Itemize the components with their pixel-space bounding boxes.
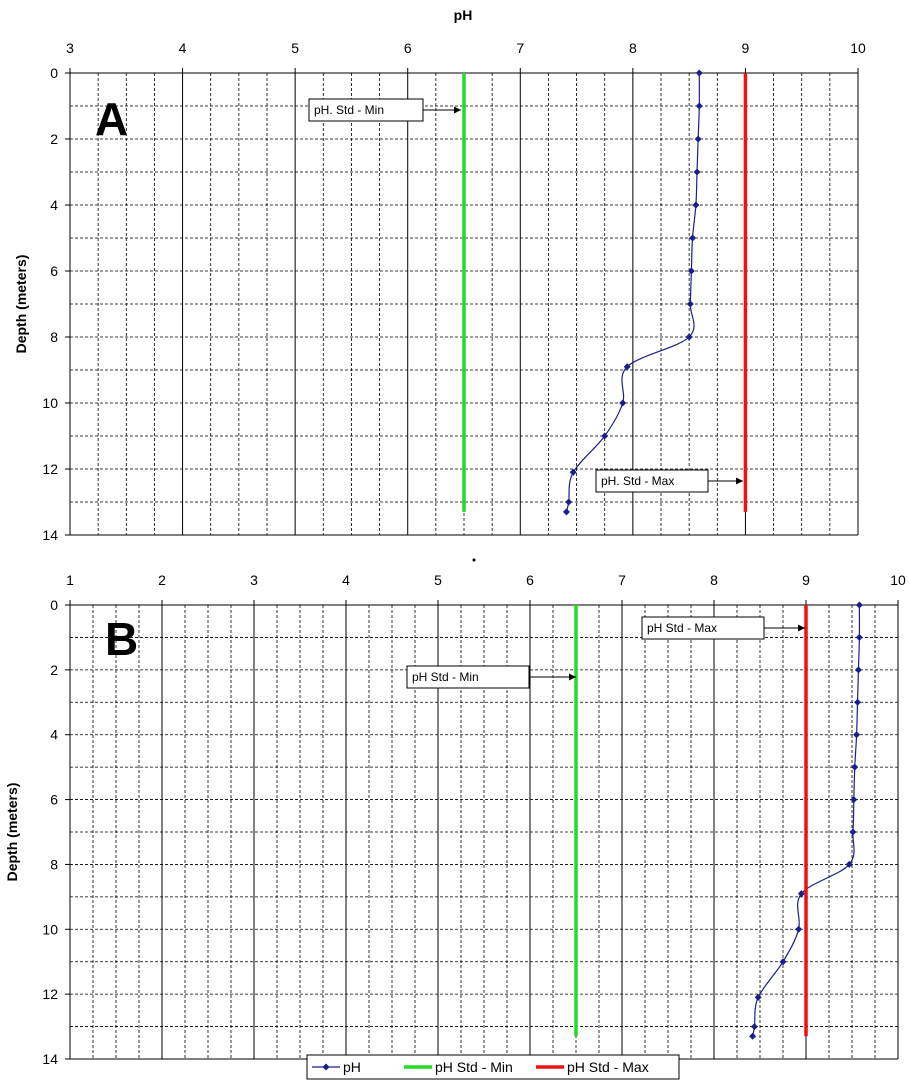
data-point-ph xyxy=(695,102,703,110)
x-tick-label: 9 xyxy=(802,572,810,588)
annotations: pH Std - Max pH Std - Min xyxy=(406,616,805,689)
data-point-ph xyxy=(695,69,703,77)
y-axis-title: Depth (meters) xyxy=(4,783,20,882)
grid xyxy=(69,604,899,1060)
y-tick-label: 14 xyxy=(42,1051,58,1067)
data-point-ph xyxy=(779,958,787,966)
x-tick-label: 3 xyxy=(250,572,258,588)
x-tick-label: 8 xyxy=(710,572,718,588)
y-tick-label: 8 xyxy=(50,329,58,345)
data-point-ph xyxy=(562,508,570,516)
data-point-ph xyxy=(693,168,701,176)
data-point-ph xyxy=(850,796,858,804)
data-point-ph xyxy=(854,698,862,706)
data-point-ph xyxy=(686,300,694,308)
data-point-ph xyxy=(694,135,702,143)
data-point-ph xyxy=(750,1023,758,1031)
y-axis-title: Depth (meters) xyxy=(13,255,29,354)
y-tick-label: 8 xyxy=(50,856,58,872)
x-tick-label: 9 xyxy=(742,40,750,56)
x-tick-label: 10 xyxy=(890,572,906,588)
y-tick-label: 6 xyxy=(50,263,58,279)
y-tick-label: 0 xyxy=(50,597,58,613)
legend-box xyxy=(306,1054,680,1080)
data-point-ph xyxy=(692,201,700,209)
x-tick-label: 1 xyxy=(66,572,74,588)
chart-panel-a: pH Depth (meters) 0 2 4 6 8 10 12 14 3 4 5 6 7 8 9 10 A… xyxy=(13,7,866,543)
data-point-ph xyxy=(849,828,857,836)
x-tick-label: 10 xyxy=(850,40,866,56)
data-point-ph xyxy=(854,666,862,674)
data-point-ph xyxy=(851,763,859,771)
y-tick-label: 4 xyxy=(50,197,58,213)
legend-label: pH Std - Max xyxy=(567,1059,649,1075)
x-tick-label: 5 xyxy=(291,40,299,56)
annotations: pH. Std - Min pH. Std - Max xyxy=(308,98,743,493)
callout-label: pH. Std - Min xyxy=(314,103,384,117)
callout-label: pH Std - Min xyxy=(412,670,479,684)
data-point-ph xyxy=(795,925,803,933)
data-point-ph xyxy=(797,890,805,898)
y-tick-label: 12 xyxy=(42,461,58,477)
y-tick-label: 10 xyxy=(42,395,58,411)
legend-label: pH xyxy=(343,1059,361,1075)
data-point-ph xyxy=(685,333,693,341)
x-tick-label: 3 xyxy=(66,40,74,56)
y-tick-label: 6 xyxy=(50,792,58,808)
legend-label: pH Std - Min xyxy=(435,1059,513,1075)
y-tick-label: 4 xyxy=(50,727,58,743)
x-tick-label: 7 xyxy=(618,572,626,588)
legend: pH pH Std - Min pH Std - Max xyxy=(306,1054,680,1080)
data-point-ph xyxy=(619,399,627,407)
x-tick-label: 4 xyxy=(179,40,187,56)
data-point-ph xyxy=(855,601,863,609)
x-tick-label: 5 xyxy=(434,572,442,588)
x-tick-label: 6 xyxy=(526,572,534,588)
data-point-ph xyxy=(754,993,762,1001)
y-tick-label: 10 xyxy=(42,921,58,937)
data-point-ph xyxy=(623,363,631,371)
data-point-ph xyxy=(845,860,853,868)
data-point-ph xyxy=(689,234,697,242)
plot-lines xyxy=(462,69,748,516)
x-axis-title: pH xyxy=(454,7,473,23)
callout-label: pH. Std - Max xyxy=(601,474,674,488)
y-tick-label: 2 xyxy=(50,131,58,147)
data-point-ph xyxy=(601,432,609,440)
y-tick-label: 2 xyxy=(50,662,58,678)
data-point-ph xyxy=(855,633,863,641)
panel-label: B xyxy=(105,613,138,665)
separator-dot xyxy=(472,558,476,562)
plot-lines xyxy=(574,601,863,1040)
x-tick-label: 4 xyxy=(342,572,350,588)
y-tick-label: 0 xyxy=(50,65,58,81)
data-point-ph xyxy=(687,267,695,275)
y-tick-label: 12 xyxy=(42,986,58,1002)
x-tick-label: 2 xyxy=(158,572,166,588)
x-tick-label: 6 xyxy=(404,40,412,56)
data-point-ph xyxy=(749,1032,757,1040)
data-point-ph xyxy=(853,731,861,739)
y-tick-label: 14 xyxy=(42,527,58,543)
panel-label: A xyxy=(95,93,128,145)
tick-labels: 0 2 4 6 8 10 12 14 3 4 5 6 7 8 9 10 xyxy=(42,40,866,543)
legend-marker xyxy=(322,1063,330,1071)
grid xyxy=(69,72,859,536)
callout-label: pH Std - Max xyxy=(647,621,717,635)
x-tick-label: 7 xyxy=(516,40,524,56)
x-tick-label: 8 xyxy=(629,40,637,56)
data-point-ph xyxy=(569,468,577,476)
data-point-ph xyxy=(565,498,573,506)
